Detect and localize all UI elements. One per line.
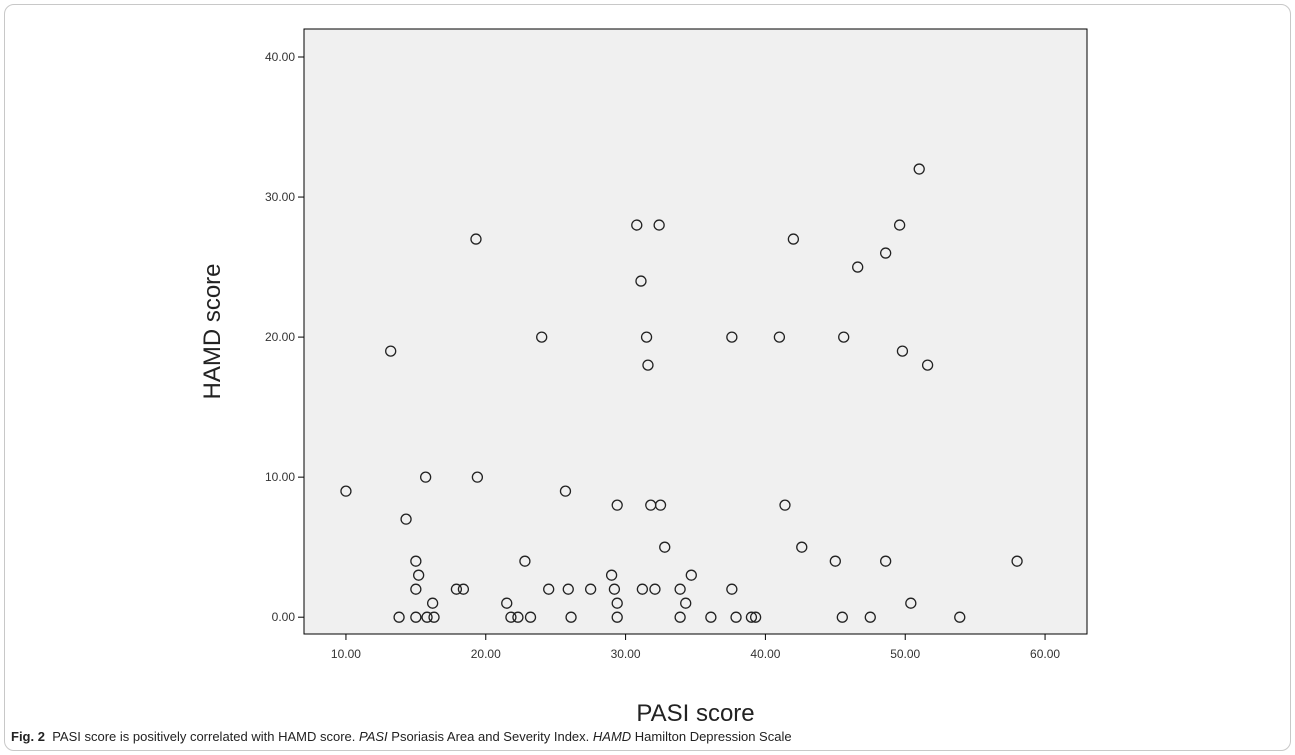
data-point [685, 569, 697, 581]
data-point [838, 331, 850, 343]
data-point [730, 611, 742, 623]
data-point [501, 597, 513, 609]
y-tick-label: 40.00 [265, 50, 295, 64]
data-point [605, 569, 618, 581]
caption-abbr-hamd: HAMD [592, 729, 632, 744]
data-point [829, 555, 841, 567]
x-tick-label: 30.00 [611, 647, 641, 661]
data-point [512, 611, 524, 623]
figure-caption: Fig. 2 PASI score is positively correlat… [11, 729, 792, 744]
data-point [631, 219, 643, 231]
data-point [410, 583, 422, 595]
data-point [524, 611, 537, 623]
y-tick-label: 20.00 [265, 330, 295, 344]
data-point [864, 611, 876, 623]
data-point [852, 261, 864, 273]
data-point [659, 541, 671, 553]
data-point [611, 499, 623, 511]
data-point [726, 583, 738, 595]
data-point [745, 611, 758, 623]
data-point [773, 331, 786, 343]
data-point [519, 555, 531, 567]
data-point [536, 331, 548, 343]
data-point [796, 541, 808, 553]
data-point [896, 345, 909, 357]
data-point [635, 275, 647, 287]
data-point [611, 611, 623, 623]
data-point [400, 513, 412, 525]
x-tick-label: 50.00 [890, 647, 920, 661]
data-point [749, 611, 762, 623]
data-point [562, 583, 574, 595]
data-point [340, 485, 352, 497]
data-point [905, 597, 917, 609]
data-point [640, 331, 653, 343]
data-point [779, 499, 791, 511]
data-point [1011, 555, 1023, 567]
y-tick-label: 10.00 [265, 470, 295, 484]
caption-text-3: Hamilton Depression Scale [631, 729, 792, 744]
data-point [787, 233, 800, 245]
data-point [636, 583, 649, 595]
data-point [913, 163, 925, 175]
data-point [419, 471, 432, 483]
data-point [893, 219, 906, 231]
data-point [880, 555, 892, 567]
data-point [880, 247, 892, 259]
data-point [726, 331, 738, 343]
data-point [836, 611, 848, 623]
x-tick-label: 20.00 [471, 647, 501, 661]
x-axis: 10.00 20.00 30.00 40.00 50.00 60.00 [331, 634, 1060, 661]
caption-abbr-pasi: PASI [359, 729, 388, 744]
data-point [410, 555, 422, 567]
data-points [340, 163, 1023, 623]
data-point [565, 611, 577, 623]
data-point [921, 359, 934, 371]
data-point [471, 471, 484, 483]
y-axis-title: HAMD score [199, 263, 226, 399]
data-point [653, 219, 665, 231]
data-point [393, 611, 405, 623]
data-point [413, 569, 425, 581]
data-point [421, 611, 433, 623]
y-tick-label: 30.00 [265, 190, 295, 204]
data-point [426, 597, 439, 609]
data-point [608, 583, 621, 595]
data-point [674, 611, 686, 623]
data-point [428, 611, 440, 623]
data-point [611, 597, 623, 609]
x-axis-title: PASI score [636, 700, 754, 727]
data-point [954, 611, 966, 623]
data-point [457, 583, 470, 595]
caption-text-2: Psoriasis Area and Severity Index. [387, 729, 593, 744]
scatter-chart: 0.00 10.00 20.00 30.00 40.00 10.00 20.00 30.00… [199, 28, 1088, 727]
x-tick-label: 10.00 [331, 647, 361, 661]
data-point [654, 499, 667, 511]
plot-area [303, 28, 1088, 635]
y-axis: 0.00 10.00 20.00 30.00 40.00 [265, 50, 304, 624]
data-point [470, 233, 482, 245]
data-point [584, 583, 597, 595]
x-tick-label: 40.00 [750, 647, 780, 661]
data-point [410, 611, 422, 623]
data-point [543, 583, 555, 595]
data-point [450, 583, 463, 595]
data-point [705, 611, 717, 623]
y-tick-label: 0.00 [272, 610, 296, 624]
x-tick-label: 60.00 [1030, 647, 1060, 661]
caption-text-1: PASI score is positively correlated with… [52, 729, 359, 744]
data-point [385, 345, 397, 357]
data-point [680, 597, 692, 609]
data-point [674, 583, 686, 595]
data-point [505, 611, 517, 623]
data-point [559, 485, 572, 497]
caption-figure-label: Fig. 2 [11, 729, 45, 744]
data-point [649, 583, 661, 595]
data-point [642, 359, 654, 371]
